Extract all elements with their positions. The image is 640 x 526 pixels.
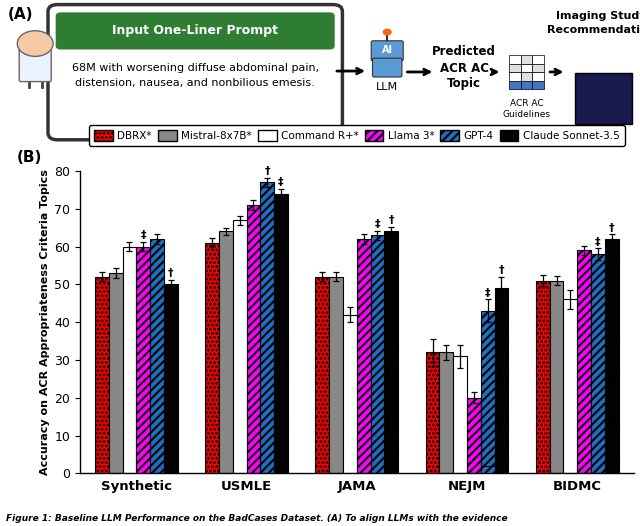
Text: ACR AC: ACR AC xyxy=(440,62,488,75)
Bar xyxy=(123,247,136,473)
Text: †: † xyxy=(499,265,504,275)
Bar xyxy=(509,72,520,81)
Bar xyxy=(532,81,544,89)
Bar xyxy=(440,352,453,473)
Text: ‡: ‡ xyxy=(595,237,601,247)
Bar xyxy=(532,64,544,72)
Text: LLM: LLM xyxy=(376,82,398,92)
Bar xyxy=(577,250,591,473)
Bar xyxy=(520,72,532,81)
Bar xyxy=(316,277,329,473)
Bar xyxy=(246,205,260,473)
FancyBboxPatch shape xyxy=(56,13,335,49)
Bar xyxy=(509,64,520,72)
Text: ‡: ‡ xyxy=(485,288,490,298)
Circle shape xyxy=(383,29,391,35)
Bar xyxy=(205,243,219,473)
Legend: DBRX*, Mistral-8x7B*, Command R+*, Llama 3*, GPT-4, Claude Sonnet-3.5: DBRX*, Mistral-8x7B*, Command R+*, Llama… xyxy=(89,125,625,146)
Text: ACR AC
Guidelines: ACR AC Guidelines xyxy=(502,98,550,119)
Bar xyxy=(164,285,178,473)
Bar xyxy=(357,239,371,473)
Bar xyxy=(509,55,520,64)
FancyBboxPatch shape xyxy=(371,41,403,61)
Text: ‡: ‡ xyxy=(374,219,380,229)
Text: 68M with worsening diffuse abdominal pain,
distension, nausea, and nonbilious em: 68M with worsening diffuse abdominal pai… xyxy=(72,63,319,88)
Bar xyxy=(536,280,550,473)
Bar xyxy=(274,194,288,473)
Bar xyxy=(481,311,495,473)
Bar xyxy=(219,231,233,473)
Text: Topic: Topic xyxy=(447,77,481,90)
Bar xyxy=(532,72,544,81)
Text: †: † xyxy=(168,268,173,278)
Text: (B): (B) xyxy=(17,150,42,165)
Bar xyxy=(550,280,563,473)
Bar xyxy=(563,299,577,473)
Text: (A): (A) xyxy=(8,7,33,22)
Text: Predicted: Predicted xyxy=(432,45,496,58)
Bar xyxy=(233,220,246,473)
Bar xyxy=(520,81,532,89)
Bar xyxy=(481,466,495,473)
Text: ‡: ‡ xyxy=(140,230,146,240)
Bar xyxy=(605,239,619,473)
Text: Imaging Study
Recommendation: Imaging Study Recommendation xyxy=(547,12,640,35)
Bar xyxy=(591,254,605,473)
Bar xyxy=(136,247,150,473)
Bar xyxy=(329,277,343,473)
Bar xyxy=(260,183,274,473)
Bar xyxy=(520,64,532,72)
Text: Input One-Liner Prompt: Input One-Liner Prompt xyxy=(112,24,278,37)
Text: +: + xyxy=(28,69,36,79)
Text: †: † xyxy=(264,166,270,176)
Bar xyxy=(495,288,508,473)
Bar xyxy=(371,235,385,473)
FancyBboxPatch shape xyxy=(19,45,51,82)
Bar xyxy=(343,315,357,473)
Bar xyxy=(520,55,532,64)
Bar xyxy=(385,231,398,473)
Text: †: † xyxy=(388,215,394,225)
Bar xyxy=(150,239,164,473)
FancyBboxPatch shape xyxy=(372,58,402,77)
FancyBboxPatch shape xyxy=(48,5,342,140)
Bar xyxy=(95,277,109,473)
Bar xyxy=(453,356,467,473)
Bar xyxy=(109,273,123,473)
Bar xyxy=(467,398,481,473)
Circle shape xyxy=(17,31,53,56)
Text: Figure 1: Baseline LLM Performance on the BadCases Dataset. (A) To align LLMs wi: Figure 1: Baseline LLM Performance on th… xyxy=(6,514,508,523)
Text: ‡: ‡ xyxy=(278,177,284,187)
Bar xyxy=(532,55,544,64)
Y-axis label: Accuracy on ACR Appropriateness Criteria Topics: Accuracy on ACR Appropriateness Criteria… xyxy=(40,169,50,475)
Bar xyxy=(509,81,520,89)
FancyBboxPatch shape xyxy=(575,73,632,124)
Text: AI: AI xyxy=(381,45,393,55)
Bar xyxy=(426,352,440,473)
Text: †: † xyxy=(609,222,614,232)
